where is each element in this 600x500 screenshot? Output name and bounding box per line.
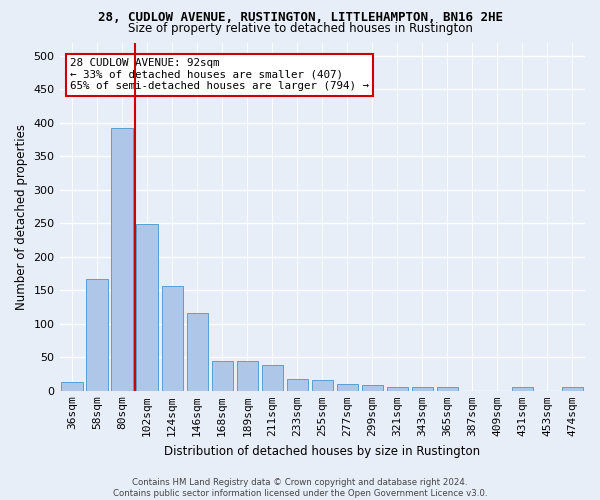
- Bar: [61, 382, 83, 391]
- Text: 28, CUDLOW AVENUE, RUSTINGTON, LITTLEHAMPTON, BN16 2HE: 28, CUDLOW AVENUE, RUSTINGTON, LITTLEHAM…: [97, 11, 503, 24]
- Bar: [562, 387, 583, 391]
- Bar: [136, 224, 158, 391]
- Bar: [387, 387, 408, 391]
- Bar: [161, 286, 183, 391]
- Bar: [337, 384, 358, 391]
- Text: 28 CUDLOW AVENUE: 92sqm
← 33% of detached houses are smaller (407)
65% of semi-d: 28 CUDLOW AVENUE: 92sqm ← 33% of detache…: [70, 58, 369, 92]
- Bar: [412, 388, 433, 391]
- Bar: [437, 388, 458, 391]
- Bar: [262, 364, 283, 391]
- Bar: [112, 128, 133, 391]
- Bar: [86, 279, 108, 391]
- Bar: [236, 362, 258, 391]
- Text: Size of property relative to detached houses in Rustington: Size of property relative to detached ho…: [128, 22, 472, 35]
- Text: Contains HM Land Registry data © Crown copyright and database right 2024.
Contai: Contains HM Land Registry data © Crown c…: [113, 478, 487, 498]
- Bar: [311, 380, 333, 391]
- Bar: [512, 388, 533, 391]
- Bar: [287, 378, 308, 391]
- X-axis label: Distribution of detached houses by size in Rustington: Distribution of detached houses by size …: [164, 444, 481, 458]
- Bar: [212, 362, 233, 391]
- Y-axis label: Number of detached properties: Number of detached properties: [15, 124, 28, 310]
- Bar: [362, 386, 383, 391]
- Bar: [187, 313, 208, 391]
